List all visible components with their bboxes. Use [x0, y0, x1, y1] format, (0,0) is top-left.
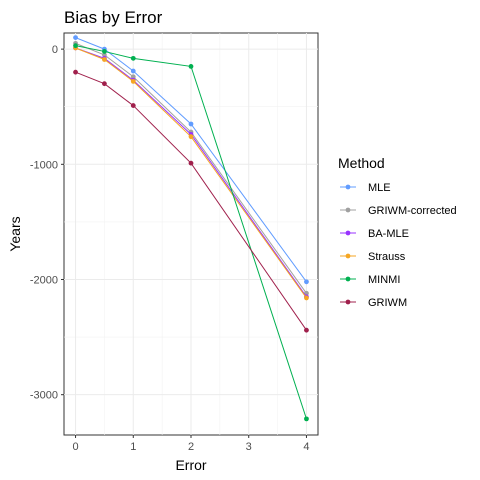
y-tick-label: -3000 [30, 390, 58, 402]
legend-key-point-mle [345, 184, 351, 190]
x-tick-label: 0 [72, 441, 78, 453]
legend-key-point-ba-mle [345, 230, 351, 236]
x-tick-label: 1 [130, 441, 136, 453]
data-point-minmi [188, 64, 194, 69]
data-point-minmi [304, 416, 309, 422]
x-axis-label: Error [175, 457, 206, 473]
legend-label-strauss: Strauss [368, 251, 406, 263]
data-point-griwm [304, 327, 309, 333]
data-point-minmi [102, 49, 107, 54]
series-layer [73, 35, 309, 422]
legend-key-point-strauss [345, 253, 351, 259]
x-tick-label: 4 [303, 441, 309, 453]
data-point-mle [73, 35, 78, 41]
data-point-strauss [130, 78, 136, 84]
chart-title: Bias by Error [64, 8, 163, 27]
data-point-griwm [130, 103, 136, 108]
data-point-griwm-corrected [102, 52, 107, 58]
data-point-mle [188, 121, 194, 127]
y-axis-label: Years [7, 216, 23, 251]
x-axis-ticks: 0 1 2 3 4 [72, 435, 310, 453]
plot-panel [63, 32, 319, 436]
data-point-griwm [102, 81, 107, 87]
legend-label-griwm: GRIWM [368, 297, 407, 309]
data-point-strauss [102, 57, 107, 62]
data-point-minmi [130, 55, 136, 61]
y-tick-label: -1000 [30, 159, 58, 171]
data-point-minmi [73, 43, 78, 49]
legend-label-mle: MLE [368, 182, 391, 194]
y-tick-label: -2000 [30, 274, 58, 286]
x-tick-label: 3 [246, 441, 252, 453]
legend: Method MLE GRIWM-corrected BA-MLE Strauss MI… [338, 155, 457, 309]
legend-key-point-griwm-corrected [345, 207, 351, 213]
data-point-strauss [188, 134, 194, 140]
y-tick-label: 0 [52, 44, 58, 56]
data-point-griwm-corrected [130, 74, 136, 80]
legend-label-ba-mle: BA-MLE [368, 228, 409, 240]
legend-title: Method [338, 155, 385, 171]
x-tick-label: 2 [188, 441, 194, 453]
legend-key-point-minmi [345, 276, 351, 282]
y-axis-ticks: 0 -1000 -2000 -3000 [30, 44, 64, 402]
data-point-mle [304, 279, 309, 285]
data-point-mle [130, 68, 136, 74]
data-point-strauss [304, 295, 309, 301]
data-point-griwm [188, 160, 194, 166]
data-point-griwm [73, 69, 78, 75]
legend-key-point-griwm [345, 299, 351, 305]
legend-label-griwm-corrected: GRIWM-corrected [368, 205, 457, 217]
legend-label-minmi: MINMI [368, 274, 400, 286]
